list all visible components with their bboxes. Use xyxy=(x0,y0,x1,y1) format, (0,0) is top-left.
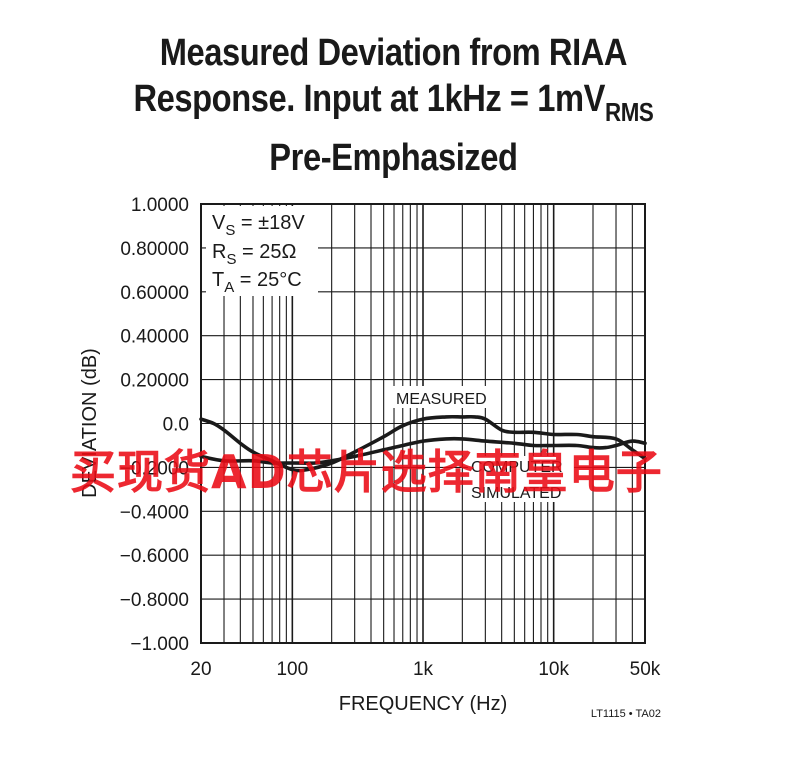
y-tick-label: −0.2000 xyxy=(120,458,189,479)
title-line-2-subscript: RMS xyxy=(604,97,654,127)
condition-temperature: TA = 25°C xyxy=(212,269,302,296)
y-tick-label: 0.0 xyxy=(163,415,189,436)
condition-source-resistance: RS = 25Ω xyxy=(212,241,297,268)
watermark-text: 买现货AD芯片选择南皇电子 xyxy=(70,445,663,499)
title-line-3: Pre-Emphasized xyxy=(269,137,518,179)
y-tick-label: 1.0000 xyxy=(131,195,189,216)
simulated-label-bg xyxy=(468,456,574,502)
series-line-computer-simulated xyxy=(199,436,647,465)
tick-labels: 1.0000 0.80000 0.60000 0.40000 0.20000 0.0 −0.… xyxy=(120,195,661,680)
y-tick-label: −0.4000 xyxy=(120,502,189,523)
figure-code: LT1115 • TA02 xyxy=(591,708,661,720)
plot-frame xyxy=(200,203,646,644)
chart-title: Measured Deviation from RIAA Response. I… xyxy=(55,30,732,181)
x-tick-label: 10k xyxy=(538,659,569,680)
y-tick-label: 0.20000 xyxy=(120,371,189,392)
title-line-2: Response. Input at 1kHz = 1mVRMS xyxy=(55,76,732,135)
y-tick-label: −0.8000 xyxy=(120,590,189,611)
series-lines xyxy=(199,414,647,473)
x-tick-label: 100 xyxy=(276,659,308,680)
title-line-1: Measured Deviation from RIAA xyxy=(159,32,628,74)
condition-supply: VS = ±18V xyxy=(212,212,305,239)
annotation-measured: MEASURED xyxy=(396,391,487,408)
x-tick-label: 20 xyxy=(190,659,211,680)
series-line-measured xyxy=(199,414,647,473)
y-tick-label: 0.60000 xyxy=(120,283,189,304)
conditions-box xyxy=(206,206,318,296)
x-tick-label: 1k xyxy=(413,659,434,680)
x-tick-label: 50k xyxy=(630,659,661,680)
y-tick-label: 0.80000 xyxy=(120,239,189,260)
y-tick-label: 0.40000 xyxy=(120,327,189,348)
y-tick-label: −1.000 xyxy=(130,634,189,655)
measured-label-bg xyxy=(392,386,492,408)
y-axis-label: DEVIATION (dB) xyxy=(79,348,101,498)
title-line-2-text: Response. Input at 1kHz = 1mV xyxy=(133,78,605,120)
x-axis-label: FREQUENCY (Hz) xyxy=(339,693,508,715)
annotation-computer: COMPUTER xyxy=(471,459,563,476)
annotation-simulated: SIMULATED xyxy=(471,485,561,502)
y-tick-label: −0.6000 xyxy=(120,546,189,567)
grid xyxy=(200,203,646,644)
